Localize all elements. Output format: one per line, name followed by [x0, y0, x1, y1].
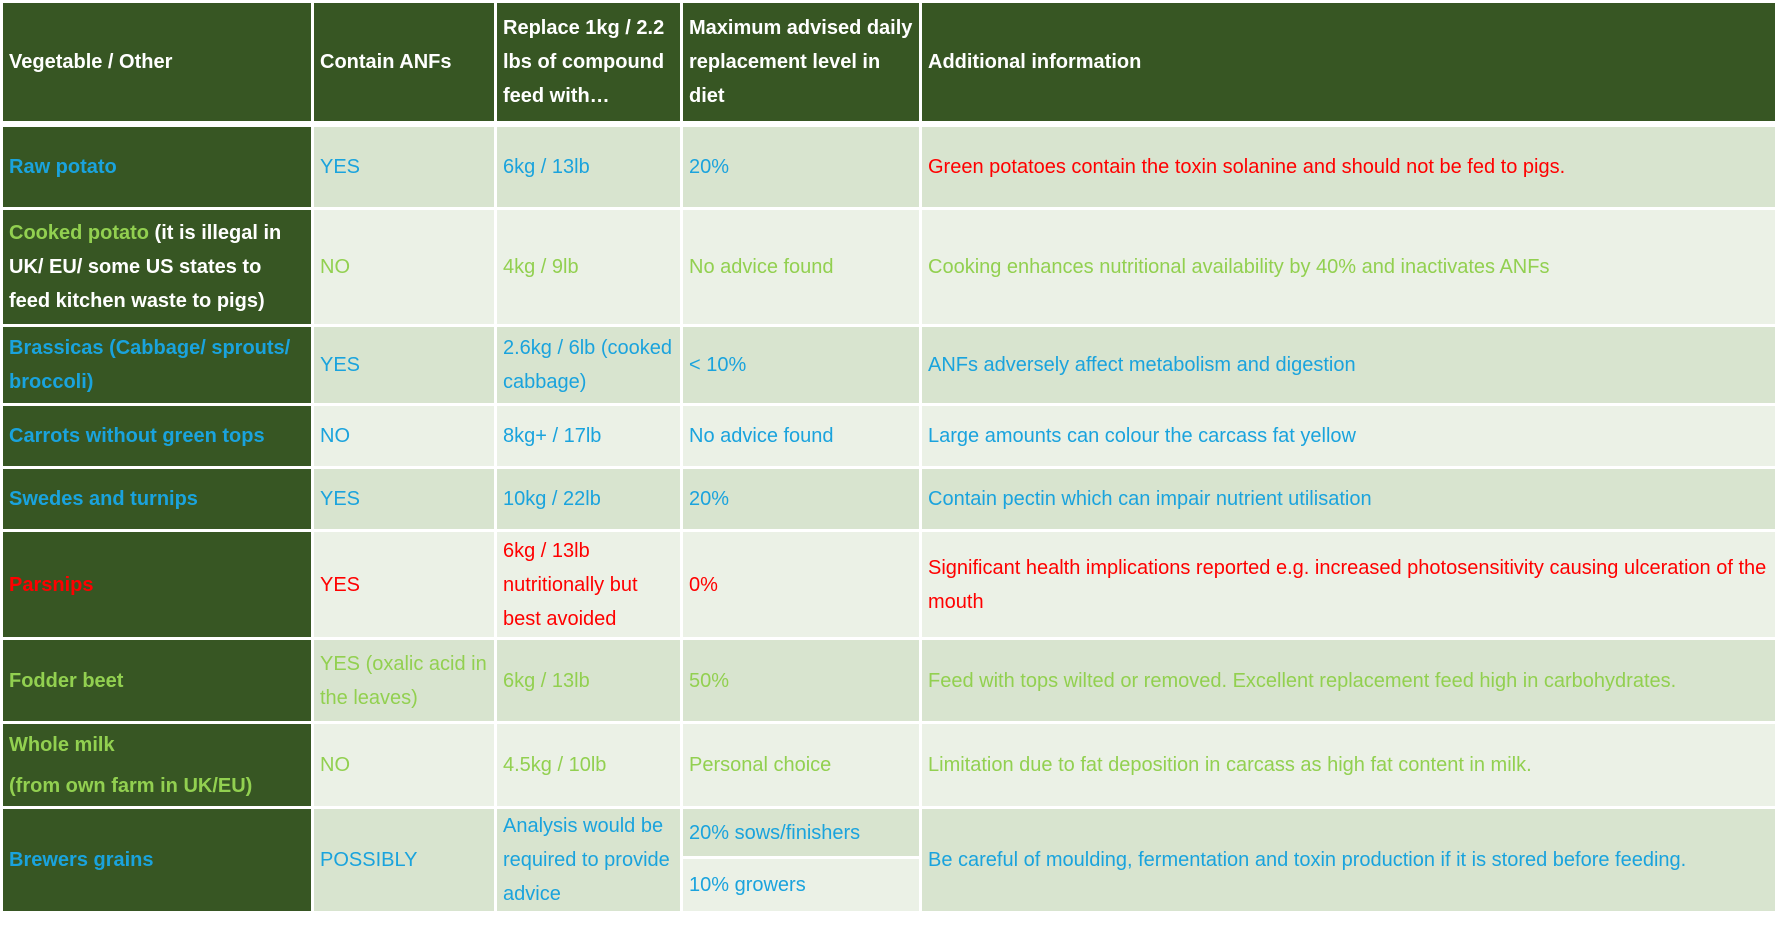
vegetable-cell: Whole milk (from own farm in UK/EU)	[3, 724, 311, 806]
replace-cell: 6kg / 13lb nutritionally but best avoide…	[497, 532, 680, 637]
replace-cell: 6kg / 13lb	[497, 127, 680, 207]
info-cell: Feed with tops wilted or removed. Excell…	[922, 640, 1775, 721]
replace-cell: 6kg / 13lb	[497, 640, 680, 721]
table-row: Parsnips YES 6kg / 13lb nutritionally bu…	[3, 532, 1775, 637]
replace-cell: Analysis would be required to provide ad…	[497, 809, 680, 911]
header-anfs: Contain ANFs	[314, 3, 494, 121]
info-cell: ANFs adversely affect metabolism and dig…	[922, 327, 1775, 403]
header-vegetable: Vegetable / Other	[3, 3, 311, 121]
table-row: Brewers grains POSSIBLY Analysis would b…	[3, 809, 1775, 911]
info-cell: Be careful of moulding, fermentation and…	[922, 809, 1775, 911]
vegetable-cell: Carrots without green tops	[3, 406, 311, 466]
header-row: Vegetable / Other Contain ANFs Replace 1…	[3, 3, 1775, 121]
anfs-cell: YES (oxalic acid in the leaves)	[314, 640, 494, 721]
table-row: Carrots without green tops NO 8kg+ / 17l…	[3, 406, 1775, 466]
vegetable-cell: Brewers grains	[3, 809, 311, 911]
max-cell: 20%	[683, 127, 919, 207]
table-row: Raw potato YES 6kg / 13lb 20% Green pota…	[3, 127, 1775, 207]
max-cell: 20% sows/finishers	[683, 809, 919, 857]
anfs-cell: NO	[314, 724, 494, 806]
info-cell: Large amounts can colour the carcass fat…	[922, 406, 1775, 466]
table-row: Fodder beet YES (oxalic acid in the leav…	[3, 640, 1775, 721]
vegetable-cell: Swedes and turnips	[3, 469, 311, 529]
vegetable-cell: Fodder beet	[3, 640, 311, 721]
info-cell: Significant health implications reported…	[922, 532, 1775, 637]
replace-cell: 10kg / 22lb	[497, 469, 680, 529]
vegetable-cell: Parsnips	[3, 532, 311, 637]
info-cell: Green potatoes contain the toxin solanin…	[922, 127, 1775, 207]
vegetable-cell: Brassicas (Cabbage/ sprouts/ broccoli)	[3, 327, 311, 403]
table-row: 10% growers	[3, 859, 1775, 911]
max-cell: 50%	[683, 640, 919, 721]
anfs-cell: NO	[314, 406, 494, 466]
max-cell: No advice found	[683, 406, 919, 466]
max-cell: Personal choice	[683, 724, 919, 806]
table-row: Cooked potato (it is illegal in UK/ EU/ …	[3, 210, 1775, 324]
replace-cell: 4.5kg / 10lb	[497, 724, 680, 806]
replace-cell: 4kg / 9lb	[497, 210, 680, 324]
anfs-cell: NO	[314, 210, 494, 324]
info-cell: Contain pectin which can impair nutrient…	[922, 469, 1775, 529]
pig-feed-table: Vegetable / Other Contain ANFs Replace 1…	[3, 3, 1775, 911]
max-cell: 20%	[683, 469, 919, 529]
max-cell: < 10%	[683, 327, 919, 403]
anfs-cell: YES	[314, 127, 494, 207]
table-row: Swedes and turnips YES 10kg / 22lb 20% C…	[3, 469, 1775, 529]
anfs-cell: YES	[314, 532, 494, 637]
max-cell-2: 10% growers	[683, 859, 919, 911]
header-info: Additional information	[922, 3, 1775, 121]
replace-cell: 8kg+ / 17lb	[497, 406, 680, 466]
anfs-cell: YES	[314, 327, 494, 403]
table-row: Whole milk (from own farm in UK/EU) NO 4.…	[3, 724, 1775, 806]
max-cell: No advice found	[683, 210, 919, 324]
table-row: Brassicas (Cabbage/ sprouts/ broccoli) Y…	[3, 327, 1775, 403]
replace-cell: 2.6kg / 6lb (cooked cabbage)	[497, 327, 680, 403]
anfs-cell: YES	[314, 469, 494, 529]
anfs-cell: POSSIBLY	[314, 809, 494, 911]
info-cell: Limitation due to fat deposition in carc…	[922, 724, 1775, 806]
max-cell: 0%	[683, 532, 919, 637]
header-replace: Replace 1kg / 2.2 lbs of compound feed w…	[497, 3, 680, 121]
header-max: Maximum advised daily replacement level …	[683, 3, 919, 121]
info-cell: Cooking enhances nutritional availabilit…	[922, 210, 1775, 324]
vegetable-cell: Cooked potato (it is illegal in UK/ EU/ …	[3, 210, 311, 324]
vegetable-cell: Raw potato	[3, 127, 311, 207]
